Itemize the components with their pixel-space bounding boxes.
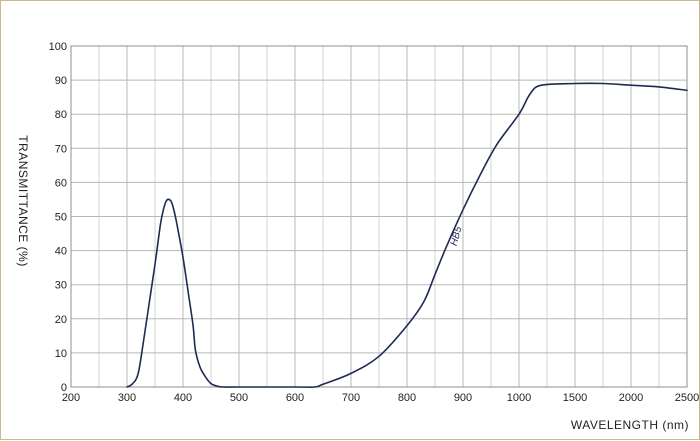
x-tick-label: 2500 xyxy=(675,392,699,404)
x-tick-label: 900 xyxy=(454,392,472,404)
y-tick-label: 30 xyxy=(55,280,67,292)
y-axis-title: TRANSMITTANCE (%) xyxy=(16,135,30,267)
x-tick-label: 500 xyxy=(230,392,248,404)
y-tick-label: 80 xyxy=(55,109,67,121)
x-axis-title: WAVELENGTH (nm) xyxy=(571,418,689,432)
y-tick-label: 50 xyxy=(55,212,67,224)
x-tick-label: 1500 xyxy=(563,392,587,404)
y-tick-label: 20 xyxy=(55,314,67,326)
x-tick-label: 600 xyxy=(286,392,304,404)
y-tick-label: 10 xyxy=(55,348,67,360)
grid-layer xyxy=(70,45,688,388)
x-tick-label: 400 xyxy=(174,392,192,404)
y-tick-label: 100 xyxy=(49,41,67,53)
y-tick-label: 90 xyxy=(55,75,67,87)
x-tick-label: 2000 xyxy=(619,392,643,404)
y-tick-label: 60 xyxy=(55,177,67,189)
y-tick-label: 70 xyxy=(55,143,67,155)
plot-border xyxy=(70,45,688,388)
series-label-hb5: HB5 xyxy=(449,225,465,247)
tick-labels: 200 300 400 500 600 700 800 900 1000 1500 2000 2500… xyxy=(49,41,700,404)
x-tick-label: 300 xyxy=(118,392,136,404)
x-tick-label: 700 xyxy=(342,392,360,404)
series-layer xyxy=(126,82,688,388)
series-line-hb5 xyxy=(126,82,688,388)
x-tick-label: 1000 xyxy=(507,392,531,404)
y-tick-label: 0 xyxy=(61,382,67,394)
x-tick-label: 800 xyxy=(398,392,416,404)
x-tick-label: 200 xyxy=(62,392,80,404)
y-tick-label: 40 xyxy=(55,246,67,258)
